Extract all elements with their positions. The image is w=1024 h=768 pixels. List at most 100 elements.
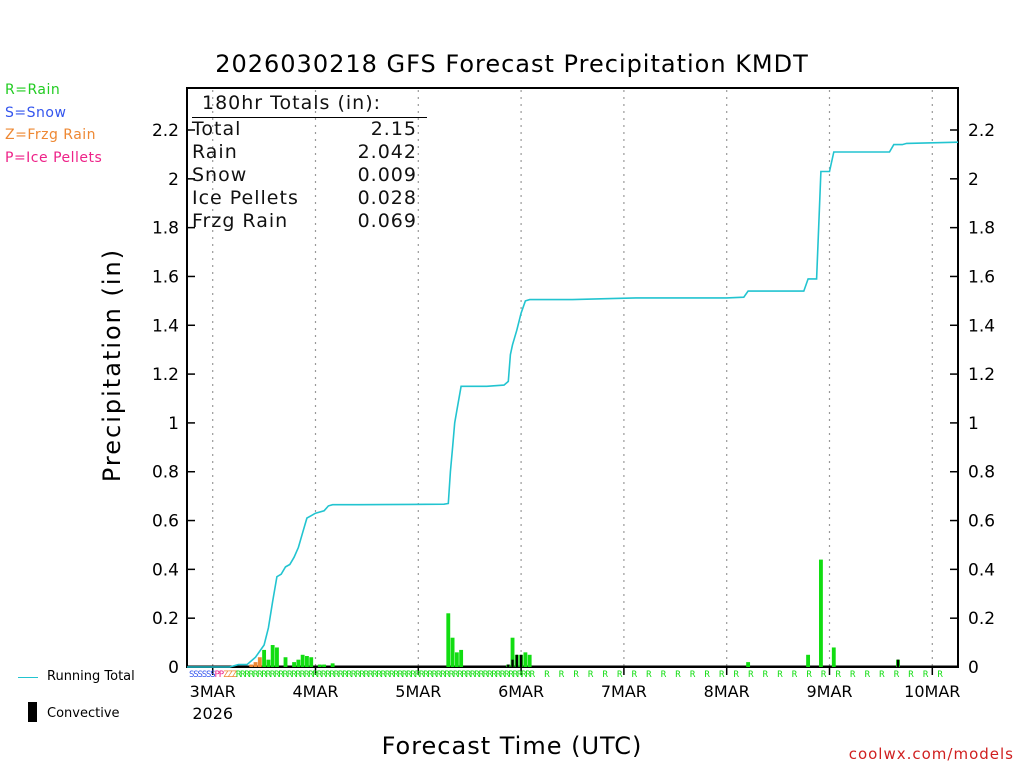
- precip-bar: [262, 649, 267, 667]
- y-tick-label-right: 0.8: [968, 463, 995, 483]
- ptype-letter: S: [193, 670, 198, 680]
- plot-frame: [186, 87, 959, 668]
- ptype-letter: R: [602, 670, 608, 680]
- precip-bar: [270, 645, 275, 667]
- ptype-letter: R: [530, 670, 536, 680]
- y-tick-label-right: 1: [968, 414, 979, 434]
- ptype-letter: R: [415, 670, 421, 680]
- precip-bar: [300, 654, 305, 667]
- y-tick-label-right: 2.2: [968, 121, 995, 141]
- precip-bar: [275, 647, 279, 667]
- y-tick-label: 1.2: [152, 365, 179, 385]
- precip-bar: [292, 662, 297, 667]
- y-tick-label: 1.8: [152, 219, 179, 239]
- ptype-letter: R: [266, 670, 272, 680]
- ptype-letter: R: [393, 670, 399, 680]
- credit-link[interactable]: coolwx.com/models: [848, 745, 1014, 763]
- precip-bar: [746, 662, 751, 667]
- y-tick-label: 1: [168, 414, 179, 434]
- precip-bar: [446, 613, 451, 667]
- ptype-letter: R: [525, 670, 531, 680]
- legend-freezing-rain: Z=Frzg Rain: [5, 127, 97, 143]
- ptype-letter: P: [219, 670, 225, 680]
- ptype-letter: R: [440, 670, 446, 680]
- ptype-letter: R: [521, 670, 527, 680]
- ptype-letter: R: [937, 670, 943, 680]
- totals-row-snow: Snow 0.009: [192, 164, 417, 187]
- ptype-letter: R: [376, 670, 382, 680]
- convective-bar: [507, 664, 510, 667]
- x-tick-label: 8MAR: [704, 682, 750, 701]
- ptype-letter: R: [351, 670, 357, 680]
- ptype-letter: R: [432, 670, 438, 680]
- totals-row-total: Total 2.15: [192, 118, 417, 141]
- ptype-letter: R: [427, 670, 433, 680]
- ptype-letter: R: [398, 670, 404, 680]
- ptype-letter: R: [894, 670, 900, 680]
- ptype-letter: R: [330, 670, 336, 680]
- ptype-letter: Z: [232, 670, 238, 680]
- precip-bar: [266, 659, 271, 667]
- ptype-letter: R: [253, 670, 259, 680]
- precip-bar: [527, 654, 532, 667]
- convective-swatch: [28, 702, 37, 722]
- ptype-letter: R: [312, 670, 318, 680]
- ptype-letter: R: [321, 670, 327, 680]
- totals-label: Rain: [192, 141, 238, 163]
- ptype-letter: R: [257, 670, 263, 680]
- ptype-letter: R: [364, 670, 370, 680]
- ptype-letter: S: [202, 670, 207, 680]
- ptype-letter: R: [661, 670, 667, 680]
- ptype-letter: R: [719, 670, 725, 680]
- x-tick-label: 4MAR: [292, 682, 338, 701]
- ptype-letter: R: [690, 670, 696, 680]
- ptype-letter: R: [402, 670, 408, 680]
- ptype-letter: R: [646, 670, 652, 680]
- y-axis-title: Precipitation (in): [98, 247, 126, 483]
- ptype-letter: R: [278, 670, 284, 680]
- ptype-letter: R: [317, 670, 323, 680]
- x-tick-label: 9MAR: [806, 682, 852, 701]
- y-tick-label-right: 1.4: [968, 316, 995, 336]
- ptype-letter: R: [487, 670, 493, 680]
- ptype-letter: R: [491, 670, 497, 680]
- precip-bar: [317, 664, 322, 667]
- precip-bar: [831, 647, 836, 667]
- ptype-letter: R: [508, 670, 514, 680]
- precip-bar: [305, 656, 309, 667]
- ptype-letter: R: [474, 670, 480, 680]
- ptype-letter: R: [419, 670, 425, 680]
- ptype-letter: R: [763, 670, 769, 680]
- ptype-letter: R: [777, 670, 783, 680]
- ptype-letter: R: [325, 670, 331, 680]
- ptype-letter: R: [517, 670, 523, 680]
- ptype-letter: R: [748, 670, 754, 680]
- y-tick-label: 0.4: [152, 560, 179, 580]
- y-tick-label: 0.8: [152, 463, 179, 483]
- ptype-letter: R: [466, 670, 472, 680]
- ptype-letter: R: [734, 670, 740, 680]
- totals-row-freezing-rain: Frzg Rain 0.069: [192, 210, 417, 233]
- convective-bar: [519, 654, 523, 667]
- ptype-letter: R: [504, 670, 510, 680]
- ptype-letter: R: [806, 670, 812, 680]
- ptype-letter: R: [462, 670, 468, 680]
- precip-bar: [330, 663, 335, 667]
- precip-bar: [322, 664, 326, 667]
- ptype-letter: R: [632, 670, 638, 680]
- ptype-letter: R: [287, 670, 293, 680]
- x-tick-label: 10MAR: [904, 682, 960, 701]
- y-tick-label-right: 1.2: [968, 365, 995, 385]
- ptype-letter: R: [436, 670, 442, 680]
- precip-bar: [806, 654, 811, 667]
- ptype-letter: S: [198, 670, 203, 680]
- ptype-letter: R: [500, 670, 506, 680]
- ptype-letter: R: [908, 670, 914, 680]
- totals-label: Frzg Rain: [192, 210, 289, 232]
- ptype-letter: R: [359, 670, 365, 680]
- ptype-letter: R: [410, 670, 416, 680]
- legend-snow: S=Snow: [5, 105, 67, 121]
- y-tick-label-right: 0.6: [968, 512, 995, 532]
- ptype-letter: R: [423, 670, 429, 680]
- totals-row-rain: Rain 2.042: [192, 141, 417, 164]
